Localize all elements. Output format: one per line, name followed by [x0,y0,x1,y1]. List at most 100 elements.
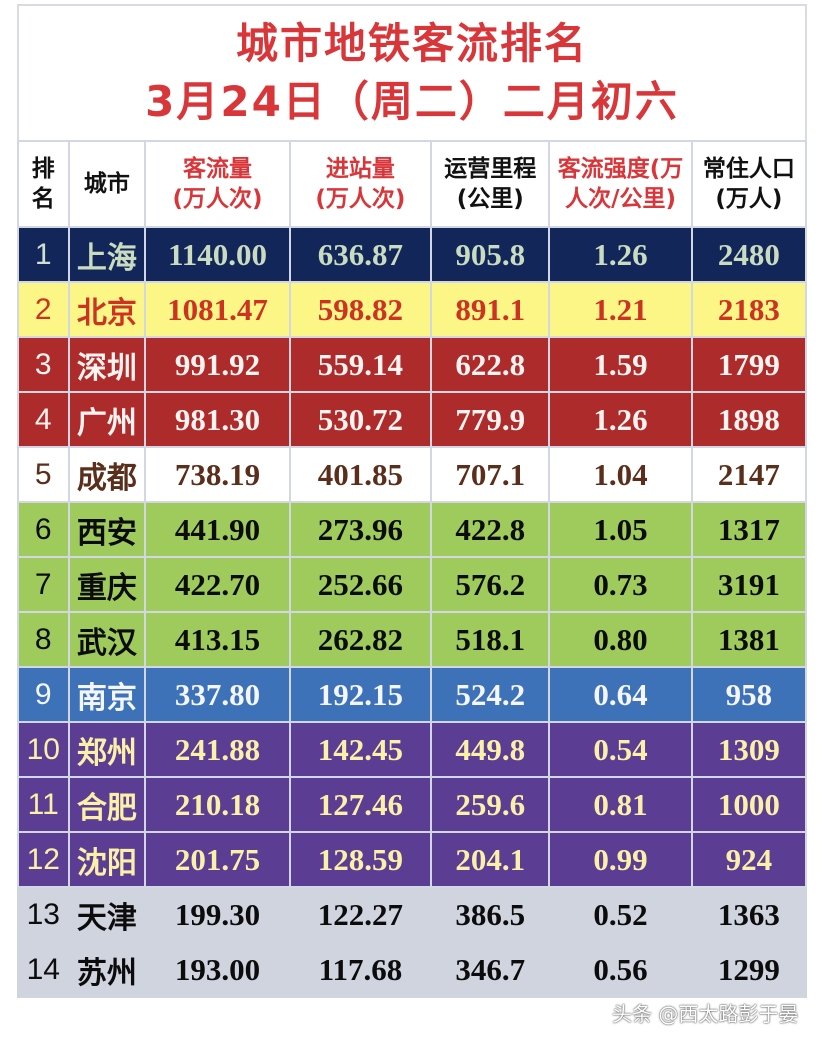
cell-flow-intensity: 0.73 [548,556,693,613]
cell-passenger-flow: 210.18 [144,776,291,833]
cell-city: 南京 [67,666,147,723]
cell-station-entries: 262.82 [288,611,433,668]
cell-flow-intensity: 1.26 [548,391,693,448]
header-operating-km: 运营里程 (公里) [430,140,551,228]
table-row: 5 成都 738.19 401.85 707.1 1.04 2147 [17,446,808,503]
page-subtitle-date: 3月24日（周二）二月初六 [145,77,679,126]
table-header-row: 排名 城市 客流量 (万人次) 进站量 (万人次) 运营里程 (公里) 客流强度(万人… [17,140,808,228]
cell-flow-intensity: 1.59 [548,336,693,393]
cell-operating-km: 386.5 [430,886,551,943]
metro-ranking-table: 排名 城市 客流量 (万人次) 进站量 (万人次) 运营里程 (公里) 客流强度(万人… [17,140,808,998]
cell-passenger-flow: 1081.47 [144,281,291,338]
cell-flow-intensity: 0.54 [548,721,693,778]
cell-station-entries: 530.72 [288,391,433,448]
cell-station-entries: 192.15 [288,666,433,723]
table-row: 1 上海 1140.00 636.87 905.8 1.26 2480 [17,226,808,283]
cell-population: 2183 [690,281,808,338]
cell-operating-km: 524.2 [430,666,551,723]
table-row: 6 西安 441.90 273.96 422.8 1.05 1317 [17,501,808,558]
cell-passenger-flow: 1140.00 [144,226,291,283]
table-row: 9 南京 337.80 192.15 524.2 0.64 958 [17,666,808,723]
cell-rank: 14 [17,941,70,998]
cell-passenger-flow: 981.30 [144,391,291,448]
cell-flow-intensity: 0.56 [548,941,693,998]
cell-population: 1898 [690,391,808,448]
cell-population: 1000 [690,776,808,833]
cell-operating-km: 346.7 [430,941,551,998]
cell-city: 沈阳 [67,831,147,888]
cell-city: 成都 [67,446,147,503]
cell-rank: 2 [17,281,70,338]
cell-flow-intensity: 1.05 [548,501,693,558]
cell-rank: 8 [17,611,70,668]
cell-flow-intensity: 0.52 [548,886,693,943]
cell-operating-km: 518.1 [430,611,551,668]
cell-passenger-flow: 199.30 [144,886,291,943]
cell-operating-km: 576.2 [430,556,551,613]
cell-population: 2147 [690,446,808,503]
ranking-sheet: 城市地铁客流排名 3月24日（周二）二月初六 排名 城市 客流量 (万人次) 进站… [17,4,808,998]
cell-population: 958 [690,666,808,723]
cell-flow-intensity: 0.80 [548,611,693,668]
cell-population: 924 [690,831,808,888]
cell-operating-km: 905.8 [430,226,551,283]
cell-operating-km: 422.8 [430,501,551,558]
cell-station-entries: 252.66 [288,556,433,613]
cell-station-entries: 636.87 [288,226,433,283]
cell-passenger-flow: 241.88 [144,721,291,778]
cell-rank: 3 [17,336,70,393]
cell-station-entries: 401.85 [288,446,433,503]
cell-operating-km: 449.8 [430,721,551,778]
table-row: 7 重庆 422.70 252.66 576.2 0.73 3191 [17,556,808,613]
cell-city: 广州 [67,391,147,448]
table-row: 14 苏州 193.00 117.68 346.7 0.56 1299 [17,941,808,998]
cell-station-entries: 273.96 [288,501,433,558]
page-title: 城市地铁客流排名 [235,19,588,68]
cell-city: 西安 [67,501,147,558]
cell-population: 1317 [690,501,808,558]
watermark: 头条 @西太路彭于晏 [612,1002,799,1026]
cell-rank: 1 [17,226,70,283]
cell-flow-intensity: 0.64 [548,666,693,723]
cell-passenger-flow: 991.92 [144,336,291,393]
cell-operating-km: 204.1 [430,831,551,888]
cell-station-entries: 122.27 [288,886,433,943]
cell-flow-intensity: 0.99 [548,831,693,888]
cell-station-entries: 559.14 [288,336,433,393]
cell-rank: 5 [17,446,70,503]
cell-passenger-flow: 441.90 [144,501,291,558]
table-row: 2 北京 1081.47 598.82 891.1 1.21 2183 [17,281,808,338]
cell-population: 1309 [690,721,808,778]
cell-population: 2480 [690,226,808,283]
table-row: 13 天津 199.30 122.27 386.5 0.52 1363 [17,886,808,943]
cell-flow-intensity: 1.04 [548,446,693,503]
table-row: 10 郑州 241.88 142.45 449.8 0.54 1309 [17,721,808,778]
header-passenger-flow: 客流量 (万人次) [144,140,291,228]
cell-city: 苏州 [67,941,147,998]
title-block: 城市地铁客流排名 3月24日（周二）二月初六 [17,4,807,140]
cell-passenger-flow: 193.00 [144,941,291,998]
cell-passenger-flow: 738.19 [144,446,291,503]
cell-operating-km: 707.1 [430,446,551,503]
cell-city: 武汉 [67,611,147,668]
cell-passenger-flow: 337.80 [144,666,291,723]
cell-city: 重庆 [67,556,147,613]
cell-rank: 10 [17,721,70,778]
cell-passenger-flow: 201.75 [144,831,291,888]
cell-city: 合肥 [67,776,147,833]
header-city: 城市 [67,140,147,228]
cell-city: 深圳 [67,336,147,393]
cell-station-entries: 127.46 [288,776,433,833]
header-rank: 排名 [17,140,70,228]
table-row: 3 深圳 991.92 559.14 622.8 1.59 1799 [17,336,808,393]
cell-operating-km: 891.1 [430,281,551,338]
cell-flow-intensity: 1.26 [548,226,693,283]
cell-passenger-flow: 413.15 [144,611,291,668]
cell-rank: 7 [17,556,70,613]
table-row: 11 合肥 210.18 127.46 259.6 0.81 1000 [17,776,808,833]
cell-rank: 4 [17,391,70,448]
cell-station-entries: 598.82 [288,281,433,338]
cell-city: 天津 [67,886,147,943]
cell-population: 1799 [690,336,808,393]
table-row: 4 广州 981.30 530.72 779.9 1.26 1898 [17,391,808,448]
